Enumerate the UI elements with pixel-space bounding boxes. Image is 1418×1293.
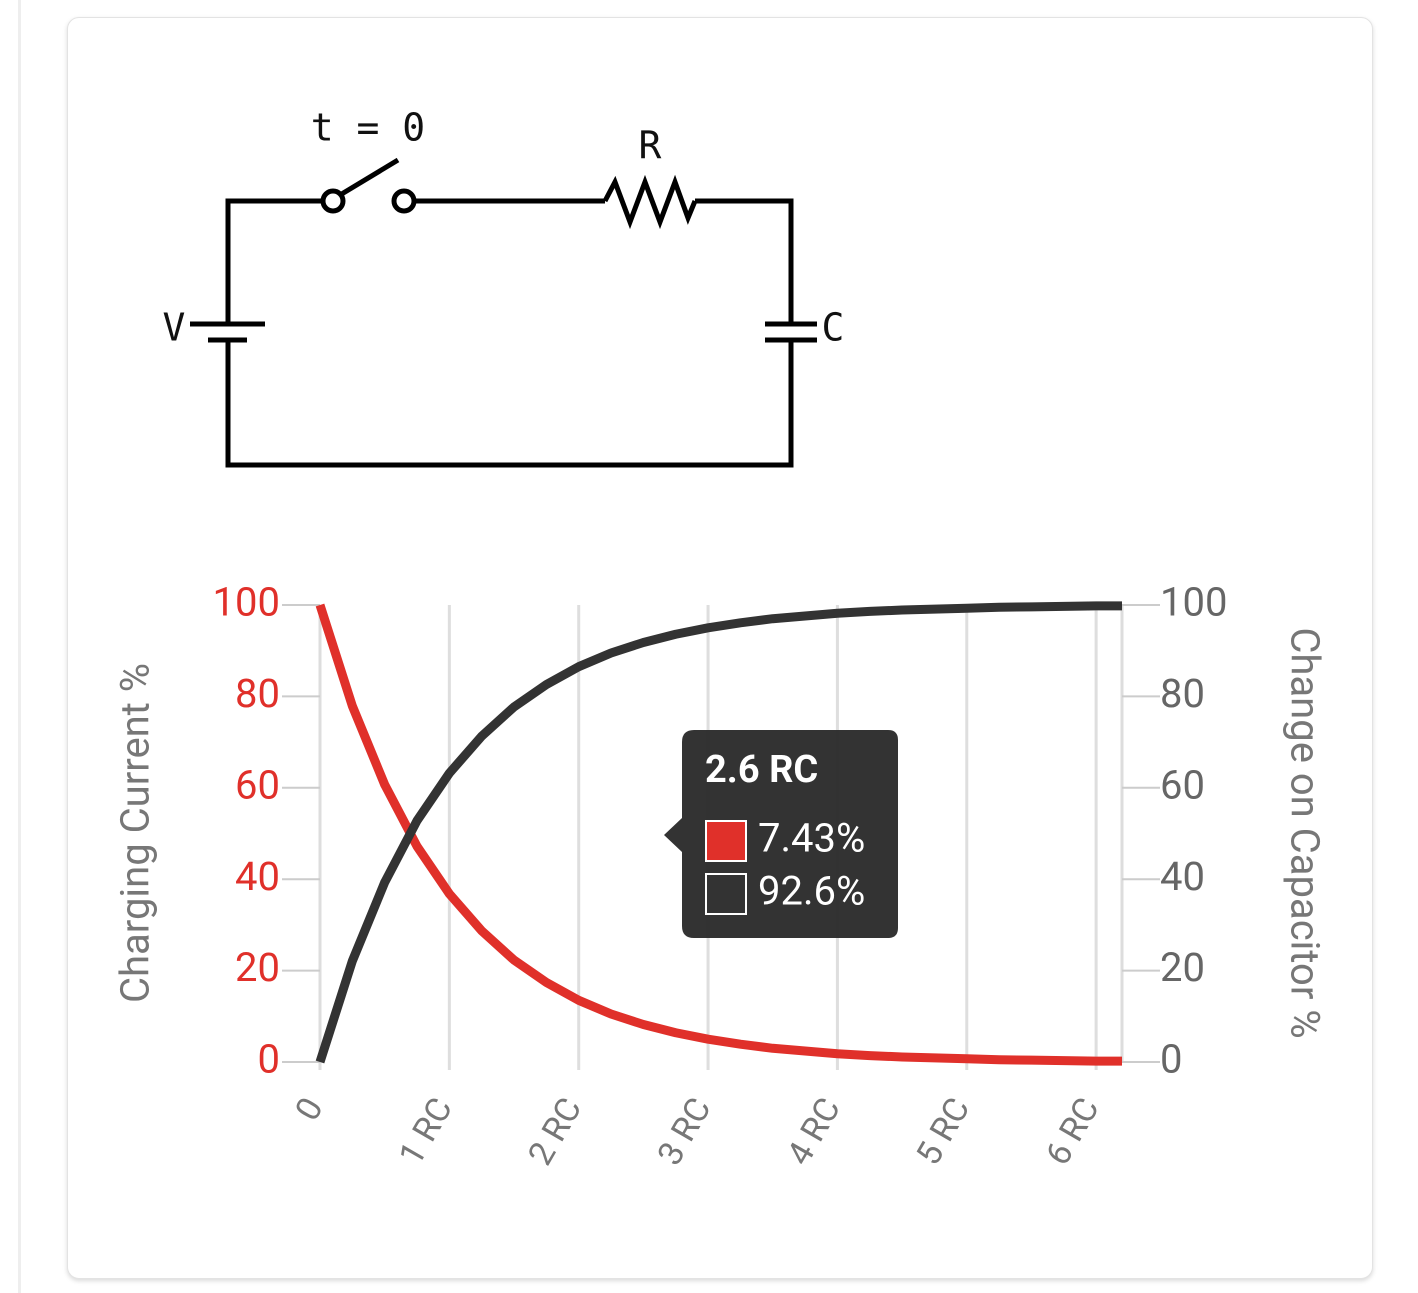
- x-tick-label: 3 RC: [650, 1091, 720, 1172]
- circuit: [190, 157, 817, 468]
- x-tick-label: 2 RC: [520, 1091, 590, 1172]
- x-tick-label: 0: [287, 1091, 331, 1128]
- series-line: [315, 601, 1122, 1064]
- wire: [225, 342, 794, 468]
- y-tick-label: 60: [235, 761, 280, 808]
- x-tick-label: 6 RC: [1038, 1091, 1108, 1172]
- switch-label: t = 0: [311, 106, 425, 150]
- y2-tick-label: 0: [1160, 1036, 1182, 1083]
- y-tick-label: 40: [235, 853, 280, 900]
- tooltip: 2.6 RC 7.43% 92.6%: [664, 730, 898, 938]
- source-label: V: [163, 306, 186, 350]
- side-strip: [18, 0, 21, 1293]
- x-tick-label: 5 RC: [908, 1091, 978, 1172]
- x-tick-label: 1 RC: [391, 1091, 461, 1172]
- y-tick-label: 0: [258, 1036, 280, 1083]
- y2-tick-label: 20: [1160, 944, 1205, 991]
- y2-tick-label: 100: [1160, 579, 1227, 626]
- y2-tick-label: 80: [1160, 670, 1205, 717]
- wire: [695, 198, 794, 322]
- switch-contact: [391, 188, 417, 214]
- capacitor-label: C: [822, 306, 845, 350]
- y-axis-title: Charging Current %: [112, 663, 159, 1003]
- y-tick-label: 20: [235, 944, 280, 991]
- resistor: [602, 174, 698, 230]
- tooltip-swatch: [705, 820, 747, 862]
- series-line: [315, 603, 1122, 1066]
- resistor-label: R: [639, 124, 662, 168]
- y-tick-label: 100: [213, 579, 280, 626]
- y-tick-label: 80: [235, 670, 280, 717]
- tooltip-title: 2.6 RC: [705, 748, 818, 792]
- y2-tick-label: 60: [1160, 761, 1205, 808]
- y2-axis-title: Change on Capacitor %: [1281, 627, 1328, 1038]
- wire: [225, 198, 325, 322]
- x-tick-label: 4 RC: [779, 1091, 849, 1172]
- switch-contact: [320, 188, 346, 214]
- y2-tick-label: 40: [1160, 853, 1205, 900]
- tooltip-value: 92.6%: [758, 868, 865, 915]
- tooltip-value: 7.43%: [758, 815, 865, 862]
- tooltip-swatch: [705, 873, 747, 915]
- card: [67, 17, 1373, 1279]
- switch-lever: [338, 157, 400, 198]
